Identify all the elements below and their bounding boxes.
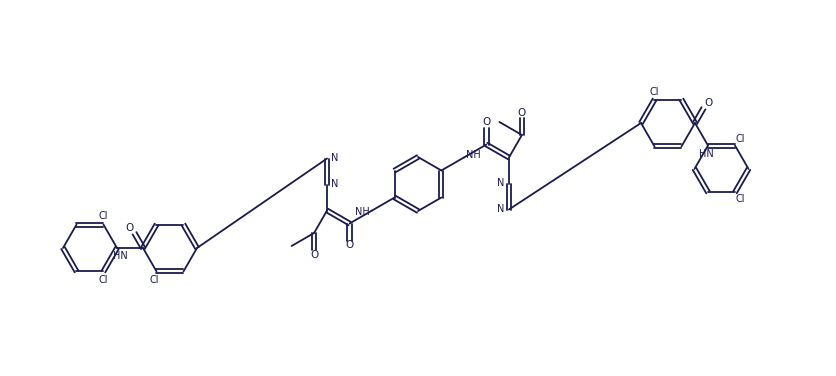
Text: N: N [331,153,339,164]
Text: O: O [517,108,526,118]
Text: O: O [125,223,134,233]
Text: Cl: Cl [649,86,659,97]
Text: N: N [497,205,504,214]
Text: Cl: Cl [150,275,159,285]
Text: O: O [345,241,354,250]
Text: O: O [482,117,490,127]
Text: N: N [331,179,339,190]
Text: O: O [309,250,318,260]
Text: Cl: Cl [99,275,108,285]
Text: Cl: Cl [734,133,744,144]
Text: HN: HN [698,149,712,159]
Text: O: O [704,98,711,108]
Text: NH: NH [354,208,369,217]
Text: NH: NH [465,150,480,161]
Text: HN: HN [113,251,127,261]
Text: Cl: Cl [99,211,108,221]
Text: Cl: Cl [734,194,744,204]
Text: N: N [497,179,504,188]
